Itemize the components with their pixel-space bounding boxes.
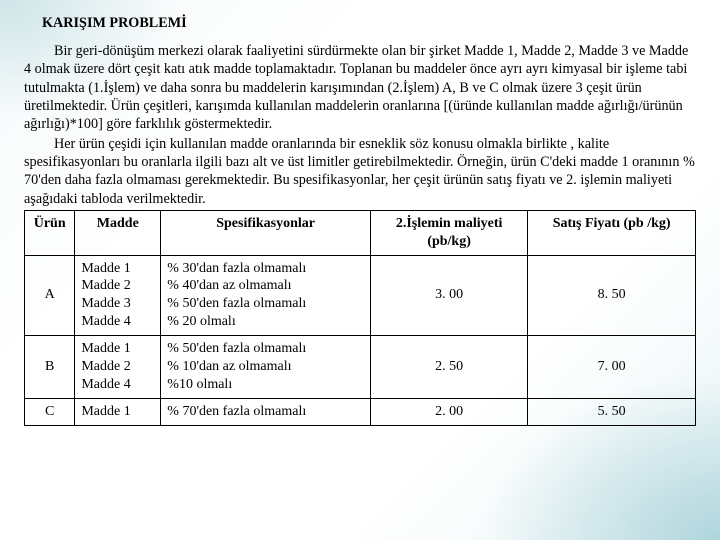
col-header-madde: Madde xyxy=(75,210,161,255)
page-title: KARIŞIM PROBLEMİ xyxy=(42,14,696,32)
intro-paragraph-1: Bir geri-dönüşüm merkezi olarak faaliyet… xyxy=(24,42,696,133)
cell-urun: C xyxy=(25,398,75,425)
cell-cost: 2. 50 xyxy=(370,336,527,399)
col-header-urun: Ürün xyxy=(25,210,75,255)
cell-madde: Madde 1 xyxy=(75,398,161,425)
cell-spec: % 70'den fazla olmamalı xyxy=(161,398,371,425)
paragraph-text: Bir geri-dönüşüm merkezi olarak faaliyet… xyxy=(24,43,688,132)
cell-spec: % 30'dan fazla olmamalı % 40'dan az olma… xyxy=(161,255,371,336)
table-row: C Madde 1 % 70'den fazla olmamalı 2. 00 … xyxy=(25,398,696,425)
cell-price: 5. 50 xyxy=(528,398,696,425)
cell-spec: % 50'den fazla olmamalı % 10'dan az olma… xyxy=(161,336,371,399)
col-header-cost: 2.İşlemin maliyeti (pb/kg) xyxy=(370,210,527,255)
cell-price: 7. 00 xyxy=(528,336,696,399)
cell-madde: Madde 1 Madde 2 Madde 3 Madde 4 xyxy=(75,255,161,336)
table-row: A Madde 1 Madde 2 Madde 3 Madde 4 % 30'd… xyxy=(25,255,696,336)
cell-madde: Madde 1 Madde 2 Madde 4 xyxy=(75,336,161,399)
cell-urun: A xyxy=(25,255,75,336)
col-header-spec: Spesifikasyonlar xyxy=(161,210,371,255)
cell-price: 8. 50 xyxy=(528,255,696,336)
paragraph-text: Her ürün çeşidi için kullanılan madde or… xyxy=(24,136,695,207)
table-header-row: Ürün Madde Spesifikasyonlar 2.İşlemin ma… xyxy=(25,210,696,255)
spec-table: Ürün Madde Spesifikasyonlar 2.İşlemin ma… xyxy=(24,210,696,426)
cell-cost: 2. 00 xyxy=(370,398,527,425)
col-header-price: Satış Fiyatı (pb /kg) xyxy=(528,210,696,255)
cell-cost: 3. 00 xyxy=(370,255,527,336)
cell-urun: B xyxy=(25,336,75,399)
table-body: A Madde 1 Madde 2 Madde 3 Madde 4 % 30'd… xyxy=(25,255,696,425)
table-row: B Madde 1 Madde 2 Madde 4 % 50'den fazla… xyxy=(25,336,696,399)
intro-paragraph-2: Her ürün çeşidi için kullanılan madde or… xyxy=(24,135,696,208)
document-content: KARIŞIM PROBLEMİ Bir geri-dönüşüm merkez… xyxy=(0,0,720,436)
